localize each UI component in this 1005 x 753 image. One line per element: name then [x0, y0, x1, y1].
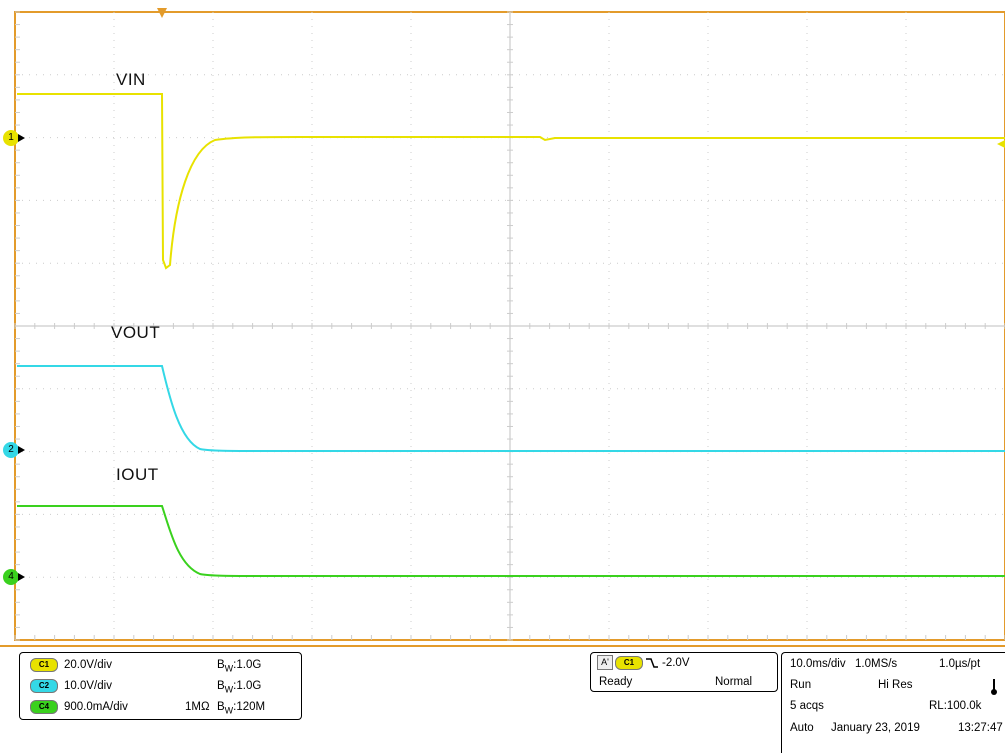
vin-trace [17, 93, 1005, 270]
timebase: 10.0ms/div [790, 658, 846, 670]
record-length: RL:100.0k [929, 700, 982, 712]
channel-c1-bandwidth: BW:1.0G [217, 659, 262, 674]
vin-label: VIN [116, 70, 146, 89]
trigger-state: Ready [599, 676, 633, 688]
trigger-a-badge: A' [597, 655, 613, 671]
waveform-graticule [14, 8, 1005, 641]
iout-label: IOUT [116, 465, 159, 484]
trigger-source-badge: C1 [615, 655, 643, 670]
channel-c1-badge: C1 [30, 657, 58, 672]
channel-c1-scale: 20.0V/div [64, 659, 112, 671]
acquisition-settings-box[interactable]: 10.0ms/div 1.0MS/s 1.0µs/pt Run Hi Res 5… [781, 652, 1005, 753]
trigger-position-marker [157, 8, 167, 18]
sample-rate: 1.0MS/s [855, 658, 898, 670]
channel-settings-box[interactable]: C1 20.0V/div BW:1.0G C2 10.0V/div BW:1.0G … [19, 652, 302, 720]
channel-c4-impedance: 1MΩ [185, 701, 210, 713]
channel-c2-scale: 10.0V/div [64, 680, 112, 692]
channel-c4-scale: 900.0mA/div [64, 701, 128, 713]
channel-row-c2[interactable]: C2 10.0V/div [30, 677, 112, 695]
falling-edge-icon [646, 658, 658, 668]
channel-c4-badge: C4 [30, 699, 58, 714]
channel-1-marker[interactable]: 1 [3, 130, 25, 146]
channel-4-marker[interactable]: 4 [3, 569, 25, 585]
grid-lines [14, 11, 1005, 641]
time-resolution: 1.0µs/pt [939, 658, 981, 670]
trigger-level-arrow [997, 140, 1005, 148]
channel-2-marker[interactable]: 2 [3, 442, 25, 458]
trigger-row: A' C1 -2.0V [597, 654, 690, 672]
trigger-mode: Normal [715, 676, 753, 688]
vout-label: VOUT [111, 323, 161, 342]
channel-row-c4[interactable]: C4 900.0mA/div [30, 698, 128, 716]
trigger-level: -2.0V [662, 657, 690, 669]
trigger-mode-auto: Auto [790, 722, 814, 734]
channel-row-c1[interactable]: C1 20.0V/div [30, 656, 112, 674]
status-panel-bar: C1 20.0V/div BW:1.0G C2 10.0V/div BW:1.0G … [0, 645, 1005, 753]
channel-c2-badge: C2 [30, 678, 58, 693]
thermometer-icon [991, 679, 997, 695]
acquisition-mode: Hi Res [878, 679, 913, 691]
vout-trace [17, 365, 1005, 452]
acquisition-date: January 23, 2019 [831, 722, 920, 734]
run-state: Run [790, 679, 812, 691]
channel-c2-bandwidth: BW:1.0G [217, 680, 262, 695]
acquisition-count: 5 acqs [790, 700, 824, 712]
acquisition-time: 13:27:47 [958, 722, 1003, 734]
waveform-display: VIN VOUT IOUT 1 2 4 [3, 8, 1005, 641]
iout-trace [17, 505, 1005, 577]
trigger-settings-box[interactable]: A' C1 -2.0V Ready Normal [590, 652, 778, 692]
channel-c4-bandwidth: BW:120M [217, 701, 266, 716]
